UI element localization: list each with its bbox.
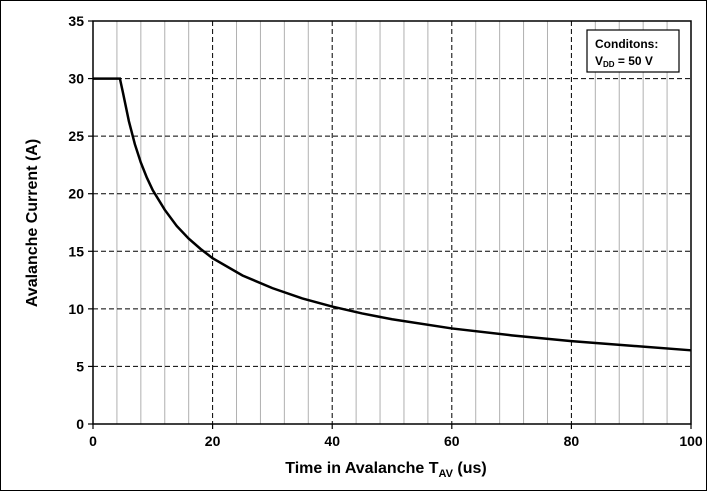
y-axis-label: Avalanche Current (A)	[24, 139, 41, 307]
plot-area	[92, 20, 692, 425]
x-tick-label: 40	[324, 433, 340, 449]
y-tick-label: 30	[68, 71, 84, 87]
major-grid	[93, 21, 691, 424]
conditions-box	[586, 29, 680, 73]
x-tick-label: 100	[679, 433, 703, 449]
y-tick-label: 10	[68, 301, 84, 317]
x-tick-label: 60	[444, 433, 460, 449]
conditions-annotation: Conditons: VDD = 50 V	[586, 29, 680, 73]
y-tick-label: 0	[76, 416, 84, 432]
x-axis-label: Time in Avalanche TAV (us)	[285, 460, 486, 480]
x-tick-label: 80	[564, 433, 580, 449]
tick-labels: 0 20 40 60 80 100 0 5 10 15 20 25 30 35	[68, 13, 702, 449]
y-tick-label: 25	[68, 128, 84, 144]
y-tick-label: 15	[68, 243, 84, 259]
x-axis-label-subscript: AV	[438, 468, 453, 480]
series-line	[93, 77, 692, 352]
axis-ticks	[88, 20, 692, 429]
y-tick-label: 35	[68, 13, 84, 29]
x-tick-label: 20	[205, 433, 221, 449]
y-tick-label: 20	[68, 186, 84, 202]
x-tick-label: 0	[89, 433, 97, 449]
conditions-vdd: VDD = 50 V	[595, 54, 653, 69]
y-tick-label: 5	[76, 358, 84, 374]
conditions-title: Conditons:	[595, 37, 658, 51]
minor-grid	[116, 21, 668, 424]
